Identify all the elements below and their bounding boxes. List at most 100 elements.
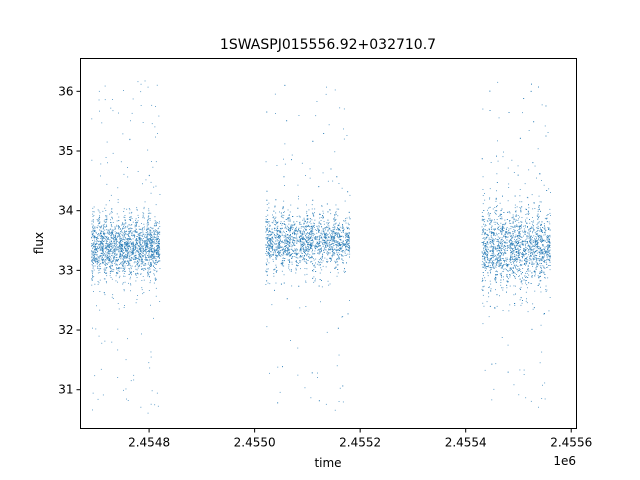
data-point [274,243,276,245]
data-point [128,235,129,236]
data-point [139,251,141,252]
data-point [141,287,143,289]
data-point [336,275,338,277]
data-point [91,255,93,257]
data-point [321,234,323,236]
data-point [136,239,137,240]
data-point [266,238,268,240]
data-point [287,225,289,227]
data-point [282,242,284,243]
data-point [126,226,128,228]
data-point [151,161,152,162]
data-point [289,262,291,263]
data-point [325,246,326,248]
data-point [125,243,127,245]
data-point [108,251,110,253]
data-point [332,238,334,240]
data-point [113,248,115,250]
data-point [289,260,291,262]
data-point [490,268,492,270]
data-point [129,273,130,275]
data-point [156,247,158,249]
data-point [304,258,306,260]
data-point [334,260,336,262]
data-point [123,273,125,274]
data-point [133,234,135,236]
data-point [133,242,134,244]
data-point [148,239,150,241]
data-point [149,232,151,234]
data-point [121,235,123,236]
data-point [270,231,271,233]
data-point [275,271,277,273]
data-point [137,261,139,262]
data-point [147,246,149,248]
data-point [276,229,278,231]
data-point [118,235,120,237]
data-point [297,233,299,235]
data-point [273,273,275,274]
data-point [139,256,140,258]
data-point [310,220,311,222]
data-point [106,248,108,250]
data-point [279,243,281,244]
data-point [126,234,128,236]
data-point [297,239,299,241]
data-point [93,235,95,237]
data-point [286,247,288,248]
data-point [298,215,300,217]
data-point [109,240,111,242]
data-point [154,247,155,249]
data-point [150,271,152,273]
data-point [92,258,94,260]
data-point [131,211,133,213]
data-point [143,240,145,241]
data-point [273,218,275,220]
data-point [113,269,115,271]
data-point [276,256,278,258]
data-point [281,214,283,216]
data-point [155,106,156,107]
data-point [123,226,124,227]
data-point [348,224,350,226]
data-point [112,229,114,231]
data-point [104,259,106,261]
data-point [147,262,149,264]
data-point [267,251,269,253]
data-point [323,251,325,253]
data-point [323,216,324,218]
data-point [125,257,127,259]
data-point [270,247,272,249]
data-point [158,236,159,238]
data-point [496,219,498,220]
data-point [104,278,106,280]
data-point [318,186,320,188]
data-point [329,283,331,285]
data-point [145,252,147,254]
data-point [275,282,277,284]
data-point [134,244,136,246]
data-point [150,233,152,235]
data-point [282,262,284,264]
data-point [269,239,271,241]
data-point [284,258,286,259]
data-point [148,268,150,270]
data-point [118,251,120,253]
data-point [292,237,294,238]
data-point [95,232,97,234]
data-point [306,222,308,224]
data-point [289,220,291,222]
data-point [139,241,141,242]
data-point [139,234,141,236]
data-point [328,239,329,241]
data-point [105,221,107,223]
data-point [302,248,304,250]
data-point [122,261,124,263]
data-point [131,249,133,251]
data-point [340,239,342,241]
data-point [347,234,349,236]
data-point [543,184,545,186]
data-point [269,230,271,232]
data-point [304,255,305,256]
data-point [322,232,324,234]
